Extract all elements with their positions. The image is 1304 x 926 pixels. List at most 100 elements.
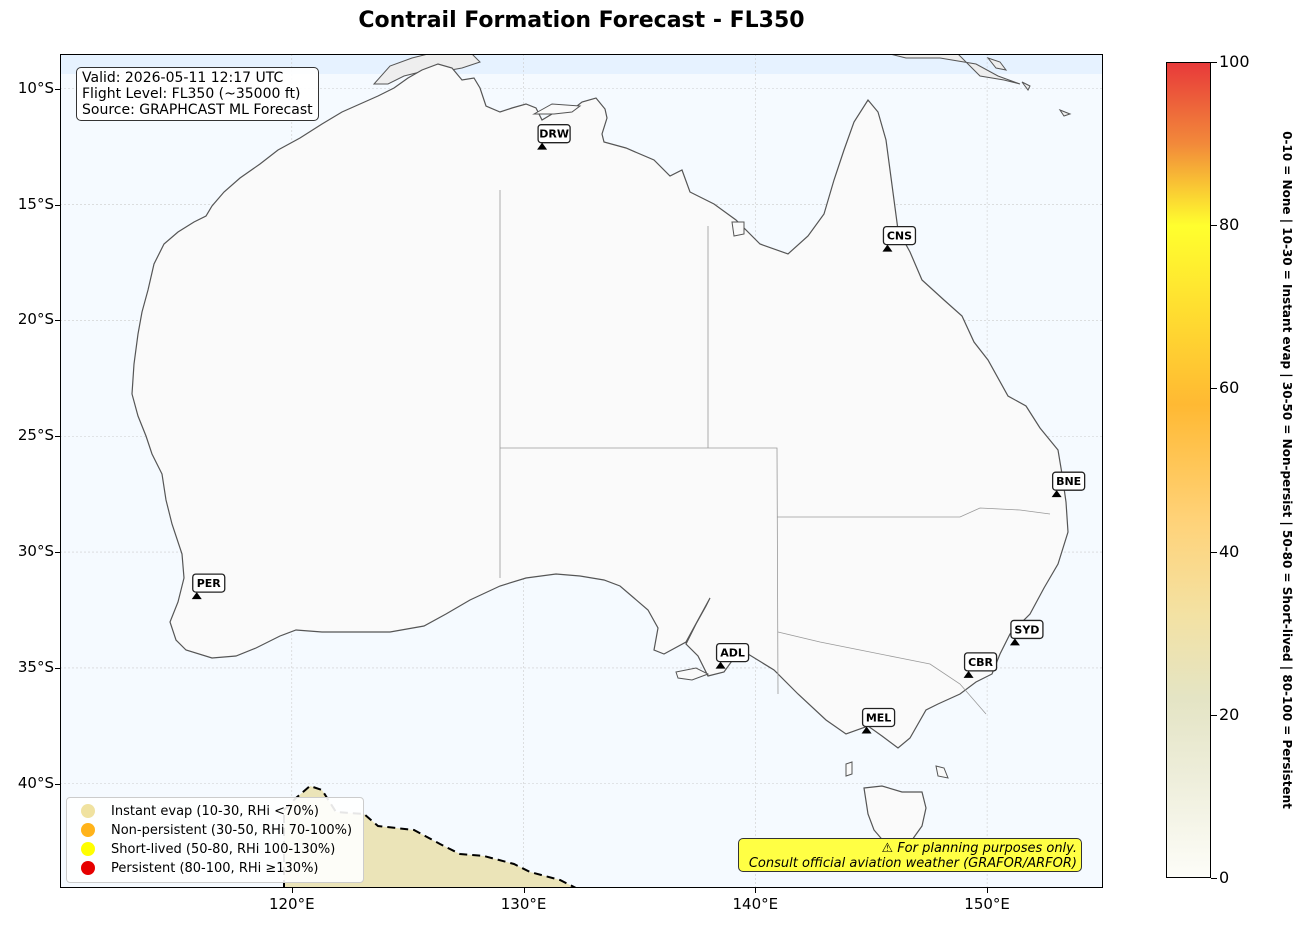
latitude-tick-label: 30°S xyxy=(17,542,54,561)
legend-label: Instant evap (10-30, RHi <70%) xyxy=(111,803,319,819)
tasmania xyxy=(863,785,927,849)
airport-marker-icon xyxy=(882,244,893,252)
station-label-box xyxy=(963,652,998,672)
pacific-islands xyxy=(986,56,1072,117)
colorbar-tick-label: 60 xyxy=(1219,378,1240,398)
chart-title: Contrail Formation Forecast - FL350 xyxy=(358,8,805,33)
longitude-tick-mark xyxy=(523,888,525,893)
colorbar-tick-label: 80 xyxy=(1219,215,1240,235)
station-adl[interactable]: ADL xyxy=(715,642,750,669)
forecast-info-box: Valid: 2026-05-11 12:17 UTC Flight Level… xyxy=(76,67,319,121)
station-code-label: SYD xyxy=(1014,623,1039,636)
latitude-tick-mark xyxy=(55,552,60,554)
colorbar-tick-mark xyxy=(1211,388,1217,390)
legend-label: Persistent (80-100, RHi ≥130%) xyxy=(111,860,319,876)
station-code-label: PER xyxy=(197,577,222,590)
legend-item-non-persistent: Non-persistent (30-50, RHi 70-100%) xyxy=(81,821,352,839)
station-syd[interactable]: SYD xyxy=(1009,619,1044,646)
legend-label: Short-lived (50-80, RHi 100-130%) xyxy=(111,841,336,857)
latitude-tick-mark xyxy=(55,88,60,90)
kangaroo-island xyxy=(675,667,710,681)
station-cns[interactable]: CNS xyxy=(882,225,917,252)
legend-dot-icon xyxy=(81,823,95,837)
latitude-tick-label: 35°S xyxy=(17,657,54,676)
bass-strait-islands xyxy=(845,761,949,779)
station-label-box xyxy=(1051,471,1086,491)
map-panel[interactable]: DRW CNS BNE PER ADL SYD CBR MEL xyxy=(60,54,1103,888)
colorbar-label: 0-10 = None | 10-30 = Instant evap | 30-… xyxy=(1280,131,1294,809)
station-code-label: CNS xyxy=(887,230,912,243)
colorbar-tick-mark xyxy=(1211,225,1217,227)
airport-marker-icon xyxy=(861,726,872,734)
airport-marker-icon xyxy=(537,142,548,150)
new-guinea-east-landmass xyxy=(889,54,1021,85)
station-code-label: MEL xyxy=(866,711,891,724)
station-code-label: DRW xyxy=(539,128,569,141)
longitude-tick-mark xyxy=(755,888,757,893)
station-per[interactable]: PER xyxy=(191,573,226,600)
station-cbr[interactable]: CBR xyxy=(963,652,998,678)
melville-island xyxy=(532,103,582,115)
station-label-box xyxy=(882,225,917,246)
map-border xyxy=(60,54,1103,888)
north-humidity-band xyxy=(60,54,1103,74)
airport-marker-icon xyxy=(1051,490,1062,498)
valid-time-text: Valid: 2026-05-11 12:17 UTC xyxy=(82,70,284,86)
station-label-box xyxy=(192,573,226,593)
latitude-tick-mark xyxy=(55,783,60,785)
colorbar-tick-mark xyxy=(1211,551,1217,553)
station-bne[interactable]: BNE xyxy=(1051,471,1086,498)
station-label-box xyxy=(861,707,896,728)
legend-item-instant-evap: Instant evap (10-30, RHi <70%) xyxy=(81,802,319,820)
station-label-box xyxy=(1010,619,1044,640)
station-code-label: CBR xyxy=(968,656,993,669)
planning-disclaimer: ⚠ For planning purposes only. Consult of… xyxy=(738,838,1082,872)
australia-mainland xyxy=(131,63,1069,749)
longitude-tick-label: 140°E xyxy=(732,895,779,913)
airport-marker-icon xyxy=(715,661,726,669)
station-label-box xyxy=(715,642,750,663)
station-label-box xyxy=(537,124,571,144)
airport-marker-icon xyxy=(963,670,974,678)
latitude-tick-label: 10°S xyxy=(17,78,54,97)
colorbar-tick-label: 0 xyxy=(1219,868,1230,887)
colorbar-tick-label: 100 xyxy=(1219,52,1250,71)
disclaimer-line-2: Consult official aviation weather (GRAFO… xyxy=(748,856,1077,871)
longitude-tick-mark xyxy=(291,888,293,893)
map-canvas[interactable]: DRW CNS BNE PER ADL SYD CBR MEL xyxy=(60,54,1103,888)
colorbar xyxy=(1166,62,1211,878)
map-legend: Instant evap (10-30, RHi <70%) Non-persi… xyxy=(66,797,364,883)
airport-stations[interactable]: DRW CNS BNE PER ADL SYD CBR MEL xyxy=(191,124,1086,734)
flight-level-text: Flight Level: FL350 (~35000 ft) xyxy=(82,86,301,102)
state-borders xyxy=(499,190,1051,715)
latitude-tick-label: 40°S xyxy=(17,773,54,792)
colorbar-tick-mark xyxy=(1211,714,1217,716)
legend-label: Non-persistent (30-50, RHi 70-100%) xyxy=(111,822,353,838)
legend-item-short-lived: Short-lived (50-80, RHi 100-130%) xyxy=(81,840,335,858)
latitude-tick-mark xyxy=(55,204,60,206)
colorbar-tick-mark xyxy=(1211,878,1217,879)
colorbar-tick-mark xyxy=(1211,62,1217,63)
latitude-tick-label: 20°S xyxy=(17,310,54,329)
legend-dot-icon xyxy=(81,804,95,818)
groote-eylandt xyxy=(731,221,745,237)
airport-marker-icon xyxy=(1009,638,1020,646)
colorbar-tick-label: 20 xyxy=(1219,704,1240,724)
longitude-tick-mark xyxy=(987,888,989,893)
legend-item-persistent: Persistent (80-100, RHi ≥130%) xyxy=(81,859,319,877)
latitude-tick-mark xyxy=(55,320,60,322)
source-text: Source: GRAPHCAST ML Forecast xyxy=(82,102,313,118)
airport-marker-icon xyxy=(191,592,202,600)
latitude-tick-label: 15°S xyxy=(17,194,54,213)
longitude-tick-label: 150°E xyxy=(964,895,1010,913)
latitude-tick-mark xyxy=(55,436,60,438)
longitude-tick-label: 120°E xyxy=(268,895,315,913)
latitude-tick-mark xyxy=(55,667,60,669)
station-code-label: BNE xyxy=(1056,475,1081,488)
disclaimer-line-1: ⚠ For planning purposes only. xyxy=(881,841,1078,856)
station-drw[interactable]: DRW xyxy=(537,124,571,150)
colorbar-tick-label: 40 xyxy=(1219,541,1240,561)
longitude-tick-label: 130°E xyxy=(500,895,547,913)
station-mel[interactable]: MEL xyxy=(861,707,896,734)
